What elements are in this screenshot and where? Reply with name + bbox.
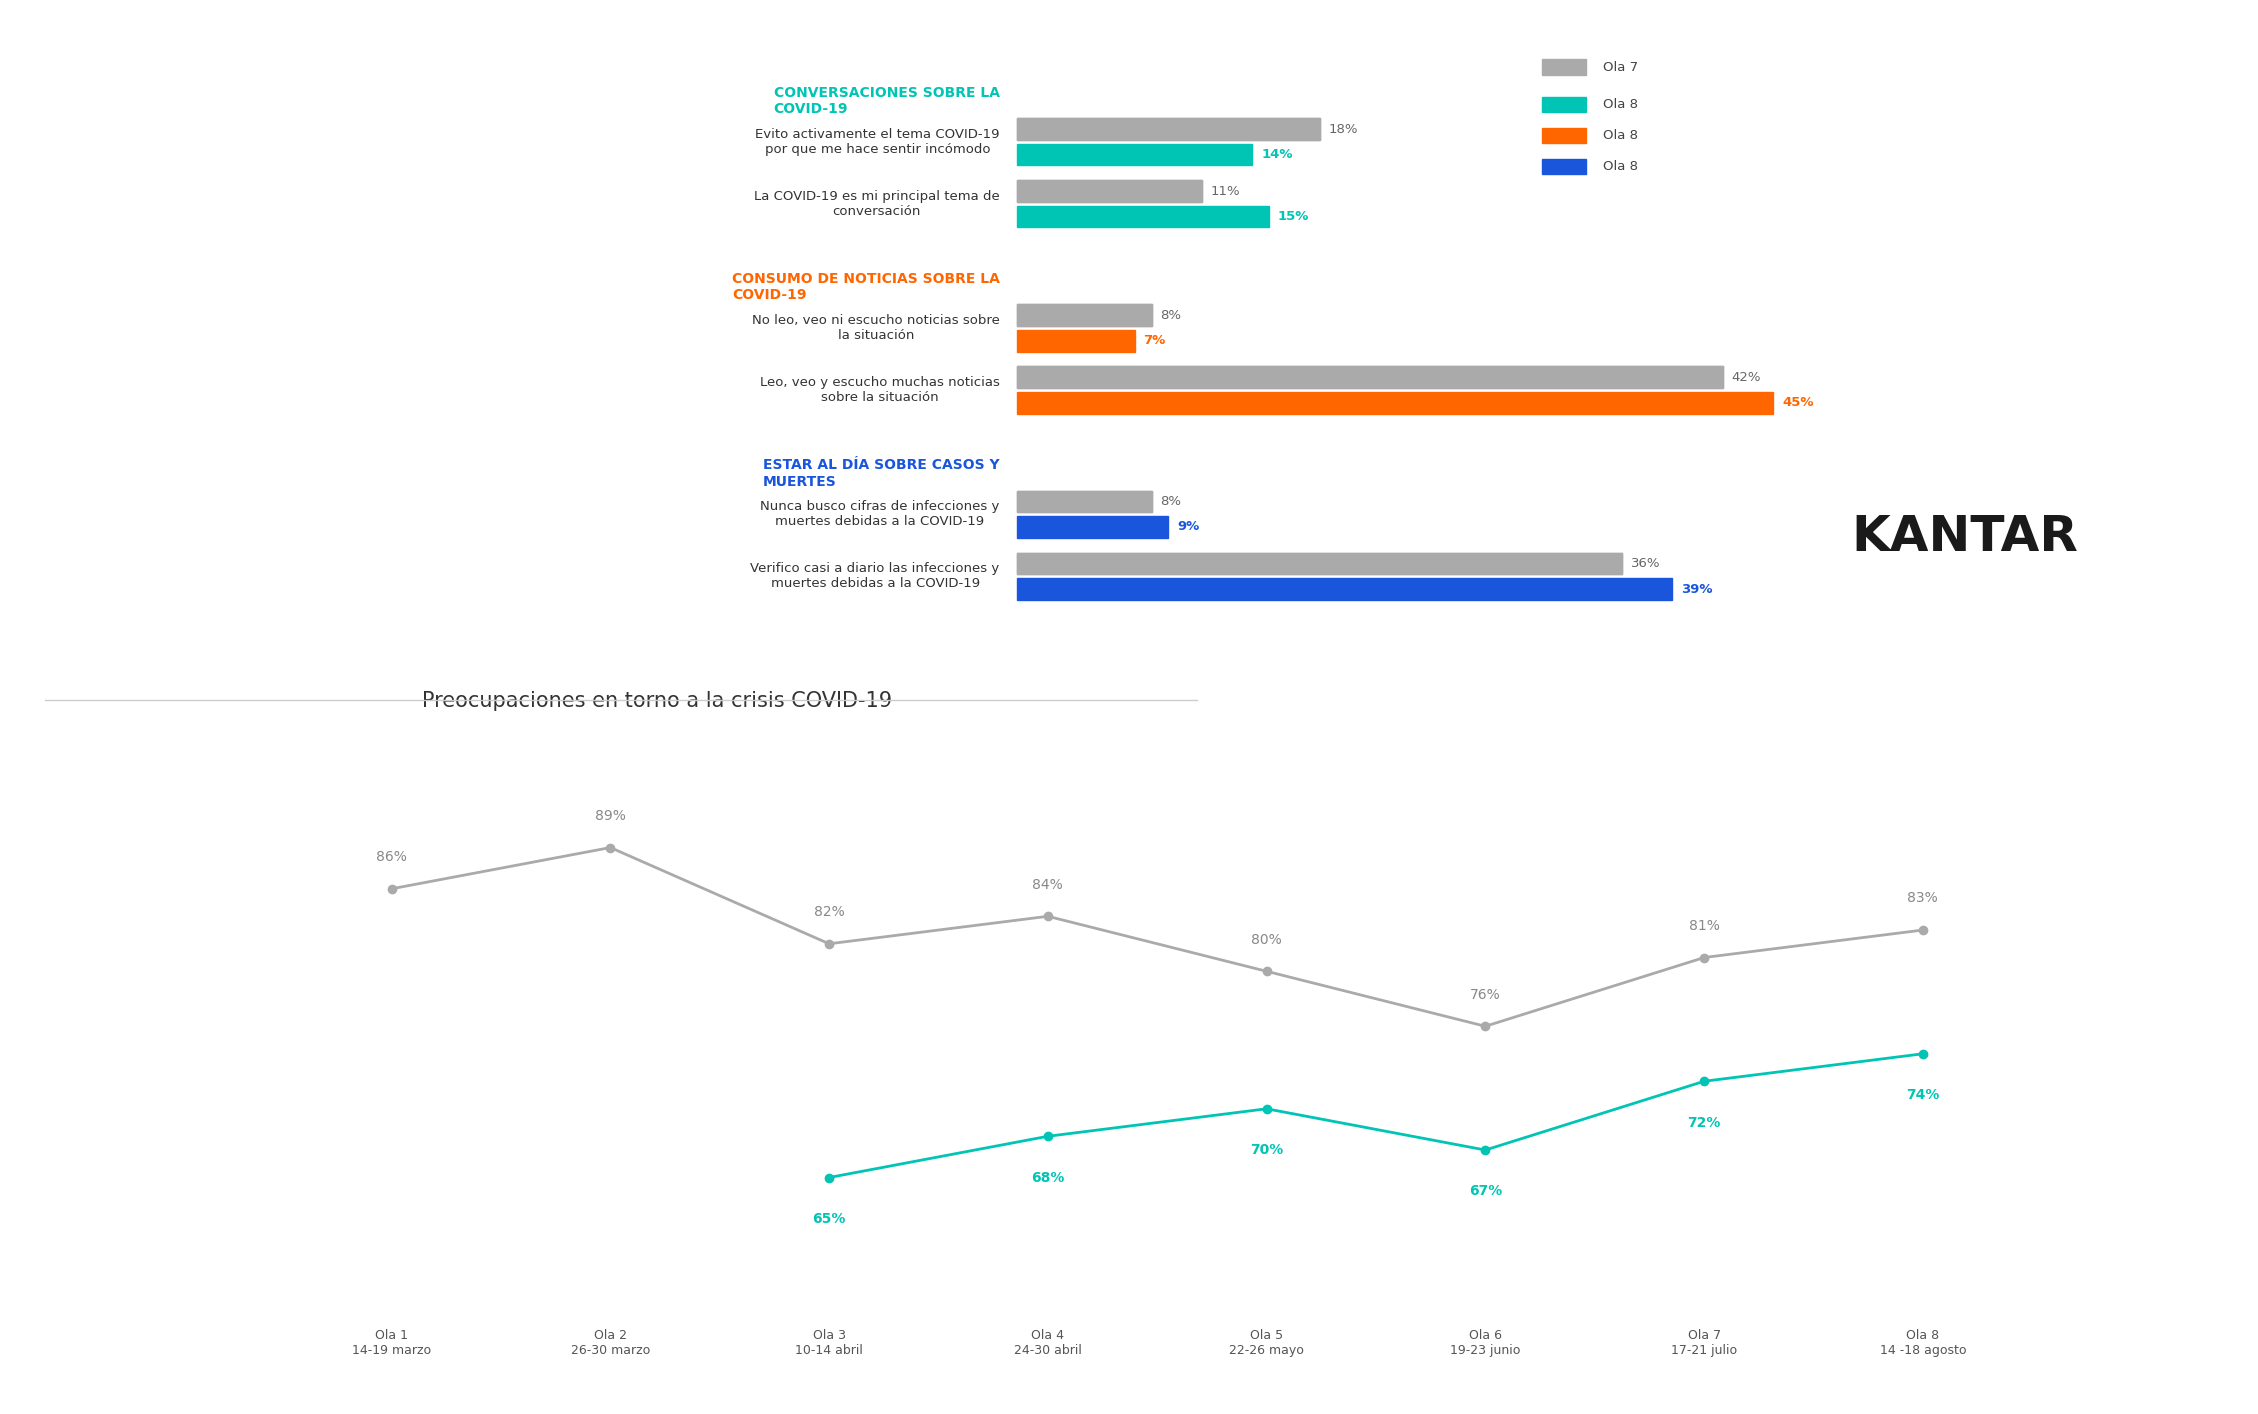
- Bar: [1016, 205, 1269, 228]
- Text: No leo, veo ni escucho noticias sobre
la situación: No leo, veo ni escucho noticias sobre la…: [752, 314, 1000, 342]
- Text: 65%: 65%: [813, 1212, 847, 1226]
- Text: 68%: 68%: [1032, 1171, 1064, 1185]
- Text: 84%: 84%: [1032, 878, 1064, 892]
- Text: 80%: 80%: [1251, 933, 1283, 946]
- Text: Nunca busco cifras de infecciones y
muertes debidas a la COVID-19: Nunca busco cifras de infecciones y muer…: [761, 501, 1000, 529]
- Text: Ola 8: Ola 8: [1603, 160, 1639, 173]
- Bar: [1542, 158, 1585, 174]
- Text: Ola 8: Ola 8: [1603, 129, 1639, 141]
- Text: Ola 8: Ola 8: [1603, 98, 1639, 110]
- Text: Ola 7: Ola 7: [1603, 61, 1639, 74]
- Text: Leo, veo y escucho muchas noticias
sobre la situación: Leo, veo y escucho muchas noticias sobre…: [761, 376, 1000, 404]
- Text: 11%: 11%: [1210, 185, 1240, 198]
- Text: 8%: 8%: [1161, 308, 1181, 322]
- Text: 83%: 83%: [1908, 891, 1937, 905]
- Bar: [1016, 366, 1723, 389]
- FancyArrow shape: [1016, 366, 1723, 389]
- Text: 14%: 14%: [1262, 148, 1292, 161]
- Bar: [1542, 96, 1585, 112]
- Text: 89%: 89%: [594, 809, 625, 823]
- Bar: [1016, 304, 1152, 327]
- Bar: [1016, 119, 1319, 140]
- Bar: [1542, 127, 1585, 143]
- FancyArrow shape: [1016, 180, 1201, 202]
- Text: 8%: 8%: [1161, 495, 1181, 508]
- Text: 70%: 70%: [1251, 1143, 1283, 1157]
- Text: Preocupaciones en torno a la crisis COVID-19: Preocupaciones en torno a la crisis COVI…: [422, 691, 892, 711]
- Text: Verifico casi a diario las infecciones y
muertes debidas a la COVID-19: Verifico casi a diario las infecciones y…: [750, 563, 1000, 590]
- Text: 18%: 18%: [1328, 123, 1357, 136]
- Bar: [1016, 491, 1152, 512]
- Bar: [1016, 578, 1673, 600]
- Text: 42%: 42%: [1732, 370, 1761, 383]
- Text: 7%: 7%: [1143, 334, 1165, 348]
- Text: 86%: 86%: [377, 850, 406, 864]
- Text: 9%: 9%: [1176, 520, 1199, 533]
- Bar: [1016, 329, 1136, 352]
- Bar: [1542, 59, 1585, 75]
- FancyArrow shape: [1016, 553, 1621, 574]
- Text: 15%: 15%: [1278, 211, 1310, 223]
- Text: 67%: 67%: [1468, 1185, 1502, 1199]
- Text: 81%: 81%: [1689, 919, 1721, 933]
- Text: Evito activamente el tema COVID-19
por que me hace sentir incómodo: Evito activamente el tema COVID-19 por q…: [754, 127, 1000, 156]
- Text: KANTAR: KANTAR: [1852, 513, 2077, 561]
- Text: 74%: 74%: [1906, 1089, 1940, 1102]
- Bar: [1016, 144, 1253, 165]
- Text: 76%: 76%: [1470, 987, 1502, 1001]
- Text: CONSUMO DE NOTICIAS SOBRE LA
COVID-19: CONSUMO DE NOTICIAS SOBRE LA COVID-19: [732, 271, 1000, 303]
- Bar: [1016, 553, 1621, 574]
- Text: 39%: 39%: [1682, 583, 1712, 595]
- Bar: [1016, 180, 1201, 202]
- Text: 36%: 36%: [1630, 557, 1660, 570]
- Text: 45%: 45%: [1782, 396, 1813, 409]
- Bar: [1016, 516, 1167, 537]
- FancyArrow shape: [1016, 119, 1319, 140]
- Text: CONVERSACIONES SOBRE LA
COVID-19: CONVERSACIONES SOBRE LA COVID-19: [774, 86, 1000, 116]
- Text: ESTAR AL DÍA SOBRE CASOS Y
MUERTES: ESTAR AL DÍA SOBRE CASOS Y MUERTES: [763, 458, 1000, 489]
- Bar: [1016, 392, 1773, 414]
- Text: 82%: 82%: [813, 905, 844, 919]
- Text: 72%: 72%: [1687, 1116, 1721, 1130]
- FancyArrow shape: [1016, 491, 1152, 512]
- Text: La COVID-19 es mi principal tema de
conversación: La COVID-19 es mi principal tema de conv…: [754, 189, 1000, 218]
- FancyArrow shape: [1016, 304, 1152, 327]
